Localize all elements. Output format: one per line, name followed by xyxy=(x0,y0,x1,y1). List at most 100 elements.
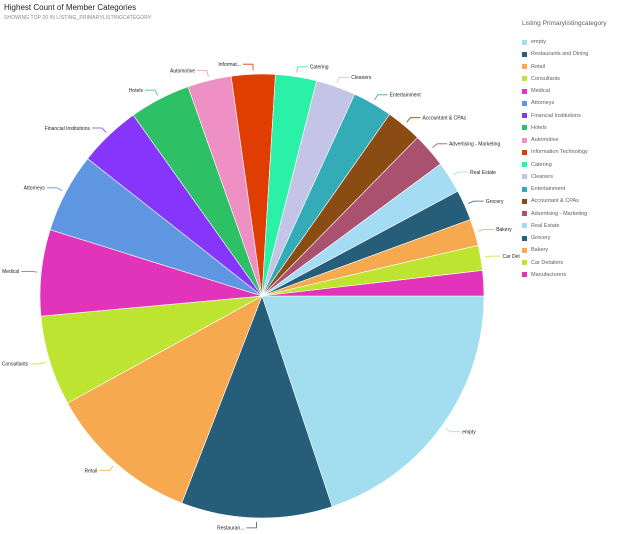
legend-item[interactable]: Entertainment xyxy=(522,183,622,195)
leader-line xyxy=(336,76,350,84)
legend-swatch xyxy=(522,137,527,143)
legend-item[interactable]: Catering xyxy=(522,159,622,171)
legend-item[interactable]: Grocery xyxy=(522,232,622,244)
legend-swatch xyxy=(522,223,527,229)
legend-item[interactable]: Cleaners xyxy=(522,171,622,183)
leader-line xyxy=(478,228,495,232)
leader-line xyxy=(432,143,448,149)
legend-swatch xyxy=(522,100,527,106)
legend-label: Consultants xyxy=(531,75,561,82)
legend-swatch xyxy=(522,64,527,70)
legend-item[interactable]: Car Detailers xyxy=(522,257,622,269)
legend-swatch xyxy=(522,149,527,155)
legend-label: Retail xyxy=(531,63,546,70)
legend-swatch xyxy=(522,272,527,278)
leader-line xyxy=(46,187,63,191)
legend-item[interactable]: Advertising - Marketing xyxy=(522,208,622,220)
legend-swatch xyxy=(522,125,527,131)
data-label: Entertainment xyxy=(390,93,422,99)
legend-label: empty xyxy=(531,39,546,46)
legend-label: Grocery xyxy=(531,235,551,242)
legend-swatch xyxy=(522,235,527,241)
chart-title: Highest Count of Member Categories xyxy=(4,3,137,12)
leader-line xyxy=(452,171,469,176)
chart-subtitle: SHOWING TOP 20 IN LISTING_PRIMARYLISTING… xyxy=(4,15,152,21)
legend-label: Automotive xyxy=(531,137,559,144)
legend-label: Real Estate xyxy=(531,222,560,229)
leader-line xyxy=(197,70,209,77)
data-label: Accountant & CPAs xyxy=(423,116,467,122)
data-label: Restauran... xyxy=(217,526,244,532)
legend-item[interactable]: Restaurants and Dining xyxy=(522,48,622,60)
pie-chart[interactable]: empty Restauran... Retail Consultants Medica… xyxy=(0,0,520,534)
legend-swatch xyxy=(522,247,527,253)
legend-item[interactable]: Financial Institutions xyxy=(522,110,622,122)
data-label: Catering xyxy=(310,65,329,71)
data-label: Attorneys xyxy=(24,186,46,192)
legend-items: empty Restaurants and Dining Retail Consult… xyxy=(522,36,622,281)
leader-line xyxy=(406,117,421,123)
legend: Listing Primarylistingcategory empty Rest… xyxy=(522,20,622,281)
legend-label: Attorneys xyxy=(531,100,555,107)
data-label: Automotive xyxy=(170,68,195,74)
leader-line xyxy=(445,427,461,433)
legend-swatch xyxy=(522,260,527,266)
legend-item[interactable]: Real Estate xyxy=(522,220,622,232)
legend-label: Accountant & CPAs xyxy=(531,198,579,205)
legend-label: Manufacturers xyxy=(531,271,567,278)
leader-line xyxy=(99,465,114,472)
data-label: Medical xyxy=(2,269,19,275)
legend-swatch xyxy=(522,198,527,204)
leader-line xyxy=(468,200,484,204)
data-label: Consultants xyxy=(2,362,29,368)
pie-slice[interactable] xyxy=(181,295,333,519)
legend-label: Medical xyxy=(531,88,550,95)
legend-item[interactable]: Manufacturers xyxy=(522,269,622,281)
leader-line xyxy=(246,521,257,529)
legend-item[interactable]: Retail xyxy=(522,61,622,73)
legend-swatch xyxy=(522,174,527,180)
legend-item[interactable]: Bakery xyxy=(522,244,622,256)
pie-slice[interactable] xyxy=(67,295,263,504)
legend-label: Car Detailers xyxy=(531,259,564,266)
legend-item[interactable]: Information Technology xyxy=(522,146,622,158)
legend-swatch xyxy=(522,51,527,57)
legend-swatch xyxy=(522,113,527,119)
legend-title: Listing Primarylistingcategory xyxy=(522,20,607,27)
legend-label: Restaurants and Dining xyxy=(531,51,589,58)
legend-item[interactable]: Medical xyxy=(522,85,622,97)
legend-item[interactable]: Automotive xyxy=(522,134,622,146)
leader-line xyxy=(296,66,308,73)
legend-swatch xyxy=(522,39,527,45)
legend-swatch xyxy=(522,186,527,192)
legend-swatch xyxy=(522,88,527,94)
data-label: empty xyxy=(462,430,476,436)
legend-item[interactable]: Attorneys xyxy=(522,97,622,109)
legend-label: Entertainment xyxy=(531,186,566,193)
legend-item[interactable]: Consultants xyxy=(522,73,622,85)
pie-slice[interactable] xyxy=(261,295,485,508)
data-label: Real Estate xyxy=(470,170,496,176)
legend-item[interactable]: Hotels xyxy=(522,122,622,134)
leader-line xyxy=(484,255,501,258)
leader-line xyxy=(374,94,388,101)
legend-item[interactable]: Accountant & CPAs xyxy=(522,195,622,207)
data-label: Cleaners xyxy=(351,75,372,81)
data-label: Hotels xyxy=(129,88,144,94)
data-label: Car Detailers xyxy=(503,254,521,260)
legend-label: Information Technology xyxy=(531,149,588,156)
data-label: Informat... xyxy=(218,62,241,68)
legend-label: Bakery xyxy=(531,247,549,254)
leader-line xyxy=(92,127,107,133)
legend-item[interactable]: empty xyxy=(522,36,622,48)
pie-slice[interactable] xyxy=(261,270,485,297)
legend-swatch xyxy=(522,211,527,217)
legend-swatch xyxy=(522,76,527,82)
leader-line xyxy=(145,89,159,96)
legend-label: Cleaners xyxy=(531,173,554,180)
leader-line xyxy=(242,63,254,71)
legend-label: Hotels xyxy=(531,124,547,131)
data-label: Grocery xyxy=(486,199,504,205)
leader-line xyxy=(21,270,38,273)
leader-line xyxy=(30,361,47,365)
